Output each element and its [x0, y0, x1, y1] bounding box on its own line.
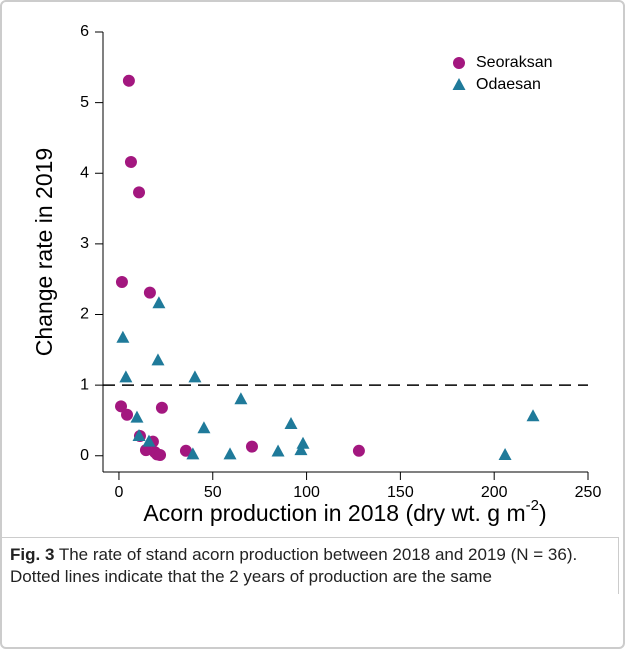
- x-tick-label: 100: [293, 484, 320, 501]
- triangle-marker: [152, 296, 166, 309]
- triangle-marker: [116, 330, 130, 343]
- legend-marker: [453, 57, 465, 69]
- circle-marker: [139, 444, 152, 457]
- caption-text: The rate of stand acorn production betwe…: [10, 545, 578, 586]
- y-tick-label: 3: [80, 235, 89, 252]
- triangle-marker: [186, 447, 200, 460]
- circle-marker: [124, 155, 137, 168]
- y-axis-title: Change rate in 2019: [31, 148, 57, 356]
- y-tick-label: 0: [80, 447, 89, 464]
- triangle-marker: [296, 436, 310, 449]
- circle-marker: [352, 444, 365, 457]
- x-tick-label: 0: [114, 484, 123, 501]
- x-tick-label: 200: [481, 484, 508, 501]
- chart: Change rate in 2019 Acorn production in …: [31, 23, 602, 526]
- triangle-marker: [151, 353, 165, 366]
- circle-marker: [245, 440, 258, 453]
- circle-marker: [121, 408, 134, 421]
- triangle-marker: [197, 421, 211, 434]
- triangle-marker: [223, 447, 237, 460]
- y-tick-label: 2: [80, 306, 89, 323]
- circle-marker: [115, 400, 128, 413]
- circle-marker: [122, 74, 135, 87]
- circle-marker: [155, 401, 168, 414]
- circle-marker: [133, 186, 146, 199]
- y-tick-label: 6: [80, 23, 89, 40]
- y-tick-label: 5: [80, 94, 89, 111]
- triangle-marker: [284, 416, 298, 429]
- legend-label: Odaesan: [476, 76, 541, 93]
- y-tick-label: 4: [80, 164, 89, 181]
- circle-marker: [154, 449, 167, 462]
- triangle-marker: [294, 443, 308, 456]
- x-axis-title-text: Acorn production in 2018 (dry wt. g m: [143, 500, 525, 526]
- caption-label: Fig. 3: [10, 545, 55, 564]
- circle-marker: [143, 286, 156, 299]
- x-tick-label: 250: [575, 484, 602, 501]
- x-axis-title: Acorn production in 2018 (dry wt. g m-2): [143, 497, 546, 526]
- triangle-marker: [234, 392, 248, 405]
- x-tick-label: 150: [387, 484, 414, 501]
- circle-marker: [179, 444, 192, 457]
- triangle-marker: [119, 370, 133, 383]
- circle-marker: [115, 276, 128, 289]
- legend-marker: [452, 78, 466, 90]
- triangle-marker: [142, 434, 156, 447]
- triangle-marker: [130, 410, 144, 423]
- y-tick-label: 1: [80, 376, 89, 393]
- triangle-marker: [498, 448, 512, 461]
- x-tick-label: 50: [204, 484, 222, 501]
- triangle-marker: [526, 409, 540, 422]
- x-axis-title-superscript: -2: [526, 497, 539, 514]
- triangle-marker: [132, 428, 146, 441]
- triangle-marker: [271, 444, 285, 457]
- caption: Fig. 3 The rate of stand acorn productio…: [2, 537, 619, 594]
- legend-label: Seoraksan: [476, 54, 553, 71]
- x-axis-title-suffix: ): [539, 500, 547, 526]
- triangle-marker: [188, 370, 202, 383]
